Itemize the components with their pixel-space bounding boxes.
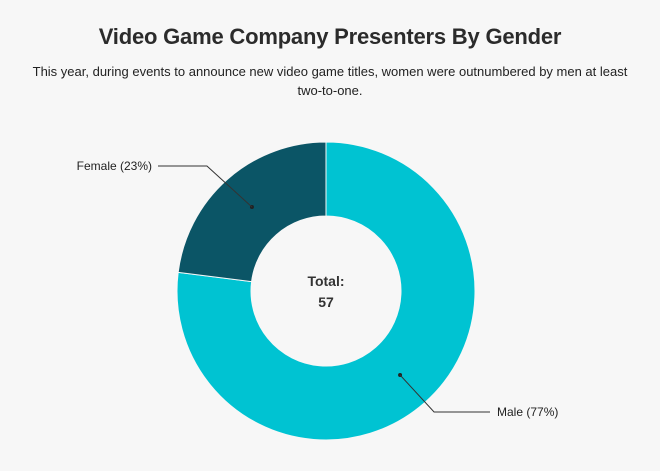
slice-female (177, 141, 327, 283)
label-leaders: Male (77%) Female (23%) (77, 159, 559, 419)
center-total-value: 57 (318, 294, 334, 310)
leader-line-male (399, 374, 490, 413)
slice-label-female: Female (23%) (77, 159, 152, 173)
chart-subtitle: This year, during events to announce new… (32, 64, 628, 98)
donut-slices (176, 141, 476, 441)
chart-title: Video Game Company Presenters By Gender (98, 24, 562, 49)
slice-male (176, 141, 476, 441)
slice-label-male: Male (77%) (497, 405, 558, 419)
center-total-label: Total: (307, 273, 344, 289)
leader-line-female (158, 165, 253, 208)
